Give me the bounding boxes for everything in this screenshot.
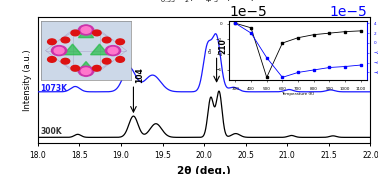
Title: Bi$_{0.33}$Zr$_2$(PO$_4$)$_3$ - ($\bar{P}$3$c$1): Bi$_{0.33}$Zr$_2$(PO$_4$)$_3$ - ($\bar{P…	[152, 0, 256, 5]
Text: 1073K: 1073K	[40, 84, 67, 93]
Text: 300K: 300K	[40, 127, 62, 136]
X-axis label: 2θ (deg.): 2θ (deg.)	[177, 166, 231, 174]
Y-axis label: Intensity (a.u.): Intensity (a.u.)	[23, 49, 32, 111]
Text: 210: 210	[218, 38, 227, 54]
Text: 104: 104	[135, 67, 144, 83]
